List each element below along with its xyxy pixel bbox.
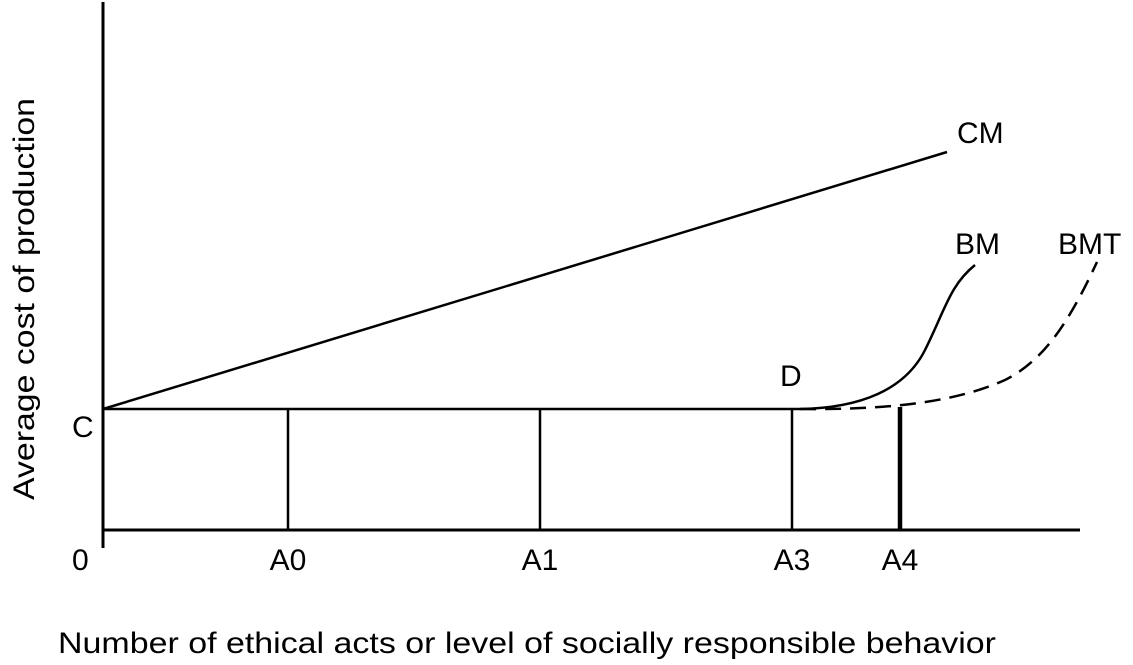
- c-axis-label: C: [72, 411, 94, 444]
- tick-label-a0: A0: [270, 544, 307, 577]
- bm-curve: [799, 264, 976, 411]
- cm-label: CM: [957, 117, 1004, 150]
- bm-label: BM: [955, 228, 1000, 261]
- tick-label-a1: A1: [522, 544, 559, 577]
- x-axis-title: Number of ethical acts or level of socia…: [58, 627, 996, 660]
- tick-label-a4: A4: [882, 544, 919, 577]
- bmt-label: BMT: [1058, 228, 1121, 261]
- origin-label: 0: [72, 544, 89, 577]
- bmt-curve: [799, 261, 1099, 411]
- point-d-label: D: [780, 360, 802, 393]
- cm-curve: [102, 150, 948, 411]
- y-axis-title: Average cost of production: [8, 98, 41, 500]
- tick-label-a3: A3: [774, 544, 811, 577]
